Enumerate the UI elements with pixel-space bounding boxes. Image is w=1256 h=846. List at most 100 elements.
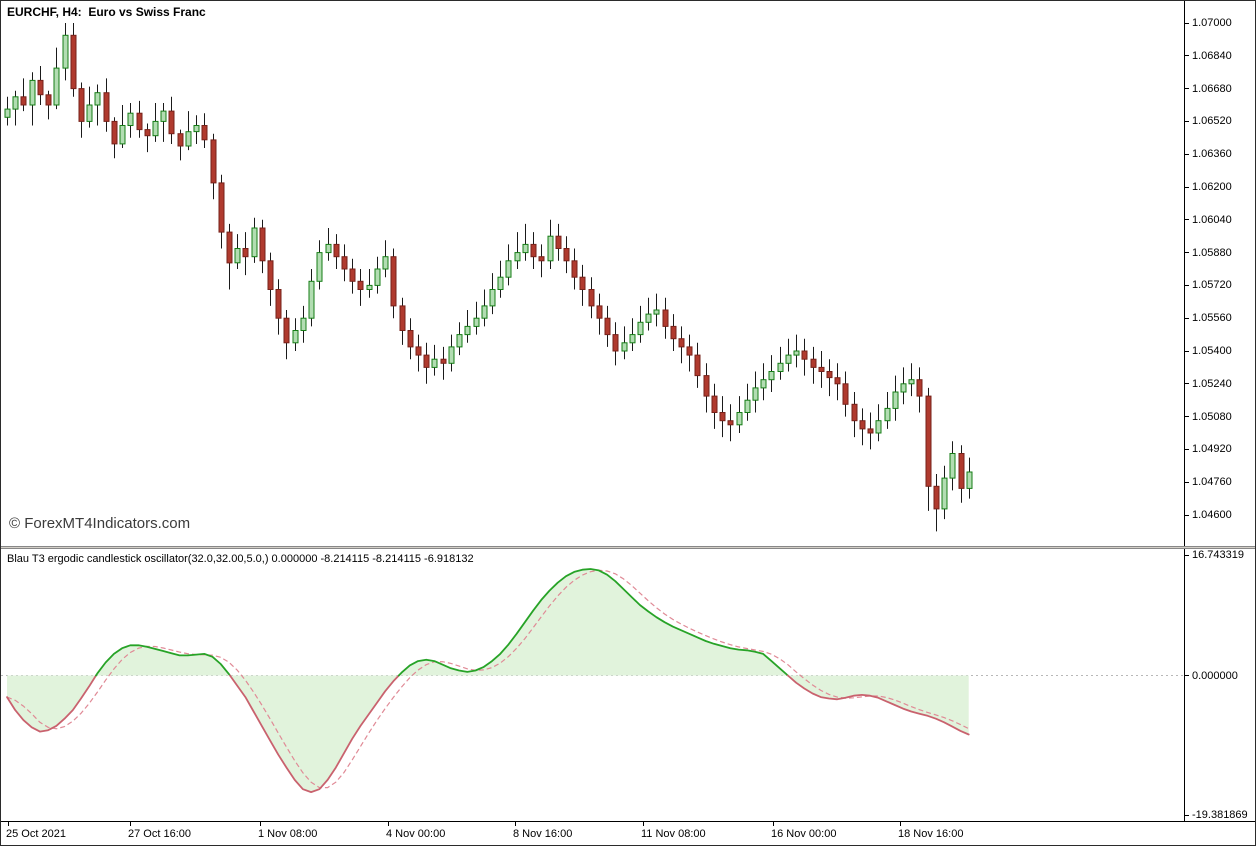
candle (867, 428, 874, 434)
candle (357, 280, 364, 290)
candle (604, 317, 611, 336)
oscillator-chart[interactable] (1, 549, 1184, 821)
price-axis-label: 1.06680 (1192, 82, 1232, 95)
candle (662, 309, 669, 327)
time-axis-tick (130, 822, 131, 826)
candle (349, 268, 356, 282)
price-axis-label: 1.05560 (1192, 312, 1232, 325)
candle (777, 362, 784, 372)
candle (785, 354, 792, 364)
candle (670, 325, 677, 340)
candle (842, 383, 849, 405)
candle (177, 133, 184, 147)
candle (538, 256, 545, 262)
candle (193, 125, 200, 133)
time-axis-label: 27 Oct 16:00 (128, 828, 191, 840)
candle (859, 420, 866, 430)
price-axis-label-tick (1185, 55, 1189, 57)
candle (522, 243, 529, 254)
candle (752, 387, 759, 401)
time-axis-label: 25 Oct 2021 (6, 828, 66, 840)
candle (333, 243, 340, 258)
candle (94, 92, 101, 106)
price-axis-label-tick (1185, 416, 1189, 418)
indicator-title: Blau T3 ergodic candlestick oscillator(3… (7, 553, 474, 565)
time-axis-tick (773, 822, 774, 826)
candle (37, 79, 44, 96)
candle (875, 420, 882, 434)
candle (62, 34, 69, 69)
candle (727, 420, 734, 426)
candle (505, 260, 512, 278)
time-axis-tick (515, 822, 516, 826)
candle (621, 342, 628, 352)
candlestick-chart[interactable] (1, 1, 1184, 546)
candle (851, 403, 858, 422)
candle (464, 325, 471, 336)
price-axis-label-tick (1185, 88, 1189, 90)
candle (563, 248, 570, 262)
candle (407, 330, 414, 348)
price-axis[interactable]: 1.07000 1.06840 1.06680 1.06520 1.06360 1.062… (1184, 1, 1255, 821)
chart-symbol-title: EURCHF, H4: Euro vs Swiss Franc (7, 5, 206, 19)
candle (456, 334, 463, 348)
candle (78, 88, 85, 122)
candle (201, 125, 208, 141)
candle (390, 256, 397, 307)
watermark: © ForexMT4Indicators.com (9, 515, 191, 532)
candle (259, 227, 266, 262)
price-axis-label-tick (1185, 252, 1189, 254)
candle (933, 485, 940, 510)
oscillator-main-line-down (787, 674, 970, 736)
candle (703, 375, 710, 397)
candle (678, 338, 685, 348)
candle (826, 371, 833, 379)
candle (226, 231, 233, 264)
candle (136, 112, 143, 131)
candle (267, 260, 274, 290)
candle (275, 289, 282, 319)
price-axis-label: 1.05240 (1192, 377, 1232, 390)
oscillator-signal-line (6, 569, 969, 789)
candle (966, 471, 973, 489)
candle (900, 383, 907, 393)
candle (152, 120, 159, 137)
price-axis-label: 1.06520 (1192, 115, 1232, 128)
candle (925, 395, 932, 487)
candle (834, 377, 841, 385)
candle (489, 289, 496, 307)
candle (127, 112, 134, 126)
candle (736, 412, 743, 426)
time-axis[interactable]: 25 Oct 2021 27 Oct 16:00 1 Nov 08:00 4 Nov … (1, 821, 1255, 845)
candle (366, 284, 373, 290)
candle (579, 276, 586, 291)
candle (949, 453, 956, 479)
price-axis-label: 1.05720 (1192, 279, 1232, 292)
candle (325, 243, 332, 254)
oscillator-main-line-up (95, 644, 231, 677)
price-axis-label: 1.06840 (1192, 49, 1232, 62)
indicator-scale-label: 0.000000 (1192, 669, 1238, 682)
oscillator-fill (7, 569, 969, 793)
candle (210, 139, 217, 184)
price-axis-label-tick (1185, 514, 1189, 516)
price-axis-label: 1.05880 (1192, 246, 1232, 259)
candle (686, 346, 693, 356)
price-axis-label: 1.04760 (1192, 476, 1232, 489)
candle (160, 110, 167, 122)
candle (185, 131, 192, 147)
indicator-scale-label-tick (1185, 675, 1189, 676)
price-axis-label: 1.05400 (1192, 345, 1232, 357)
candle (111, 120, 118, 145)
price-axis-label-tick (1185, 317, 1189, 319)
time-axis-tick (388, 822, 389, 826)
candle (415, 346, 422, 356)
candle (530, 243, 537, 258)
pane-separator[interactable] (1, 546, 1255, 549)
candle (958, 453, 965, 489)
candle (497, 276, 504, 291)
candle (448, 346, 455, 364)
price-axis-label-tick (1185, 481, 1189, 483)
price-axis-label-tick (1185, 383, 1189, 385)
